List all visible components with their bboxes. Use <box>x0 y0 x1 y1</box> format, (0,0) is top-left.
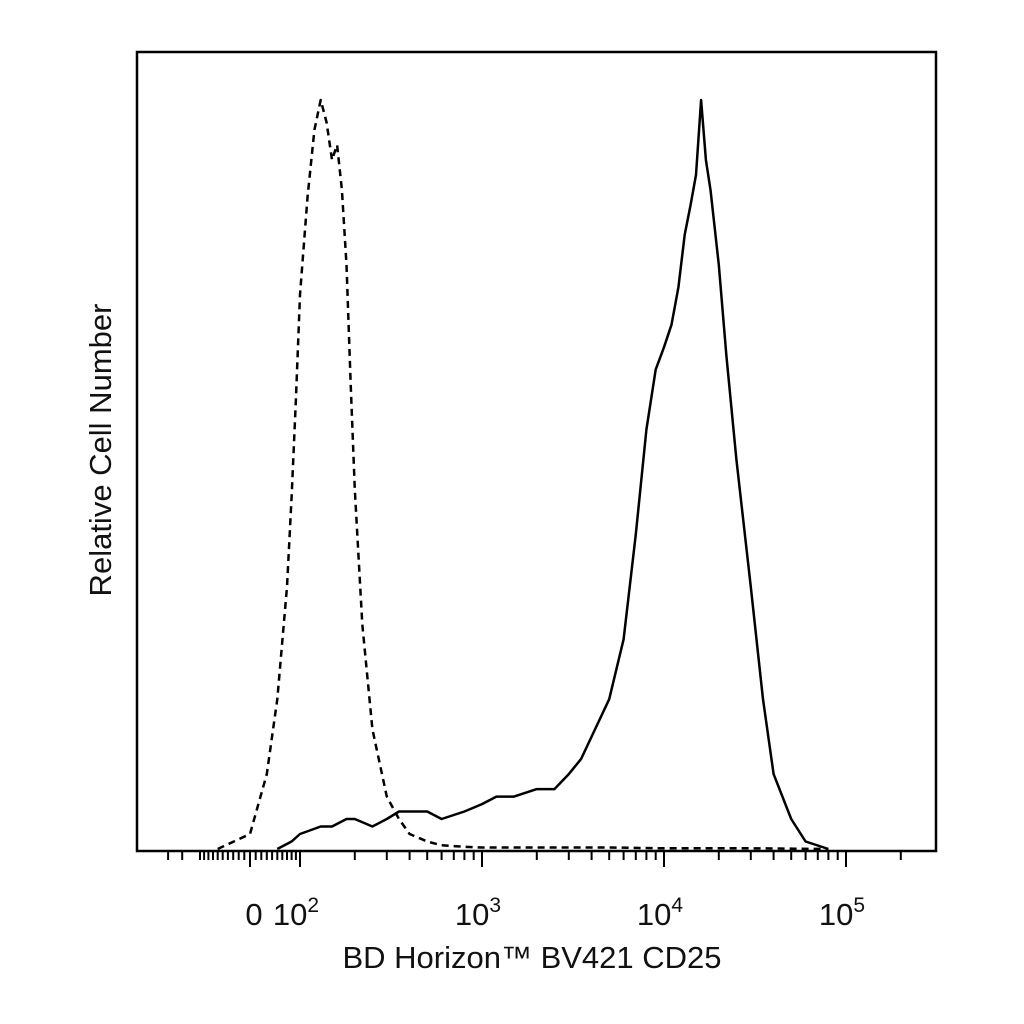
series-group <box>217 98 829 851</box>
x-axis-label: BD Horizon™ BV421 CD25 <box>342 940 721 975</box>
x-tick-label: 103 <box>455 894 501 932</box>
series-dashed-histogram <box>217 98 829 851</box>
x-axis-ticks <box>167 851 902 867</box>
x-tick-label: 105 <box>819 894 865 932</box>
x-tick-label: 0 <box>245 897 262 932</box>
x-tick-label: 104 <box>637 894 683 932</box>
x-tick-label: 102 <box>273 894 319 932</box>
x-axis-tick-labels: 0 102 103 104 105 <box>245 894 865 932</box>
series-solid-histogram <box>276 98 829 851</box>
y-axis-label: Relative Cell Number <box>83 304 118 597</box>
